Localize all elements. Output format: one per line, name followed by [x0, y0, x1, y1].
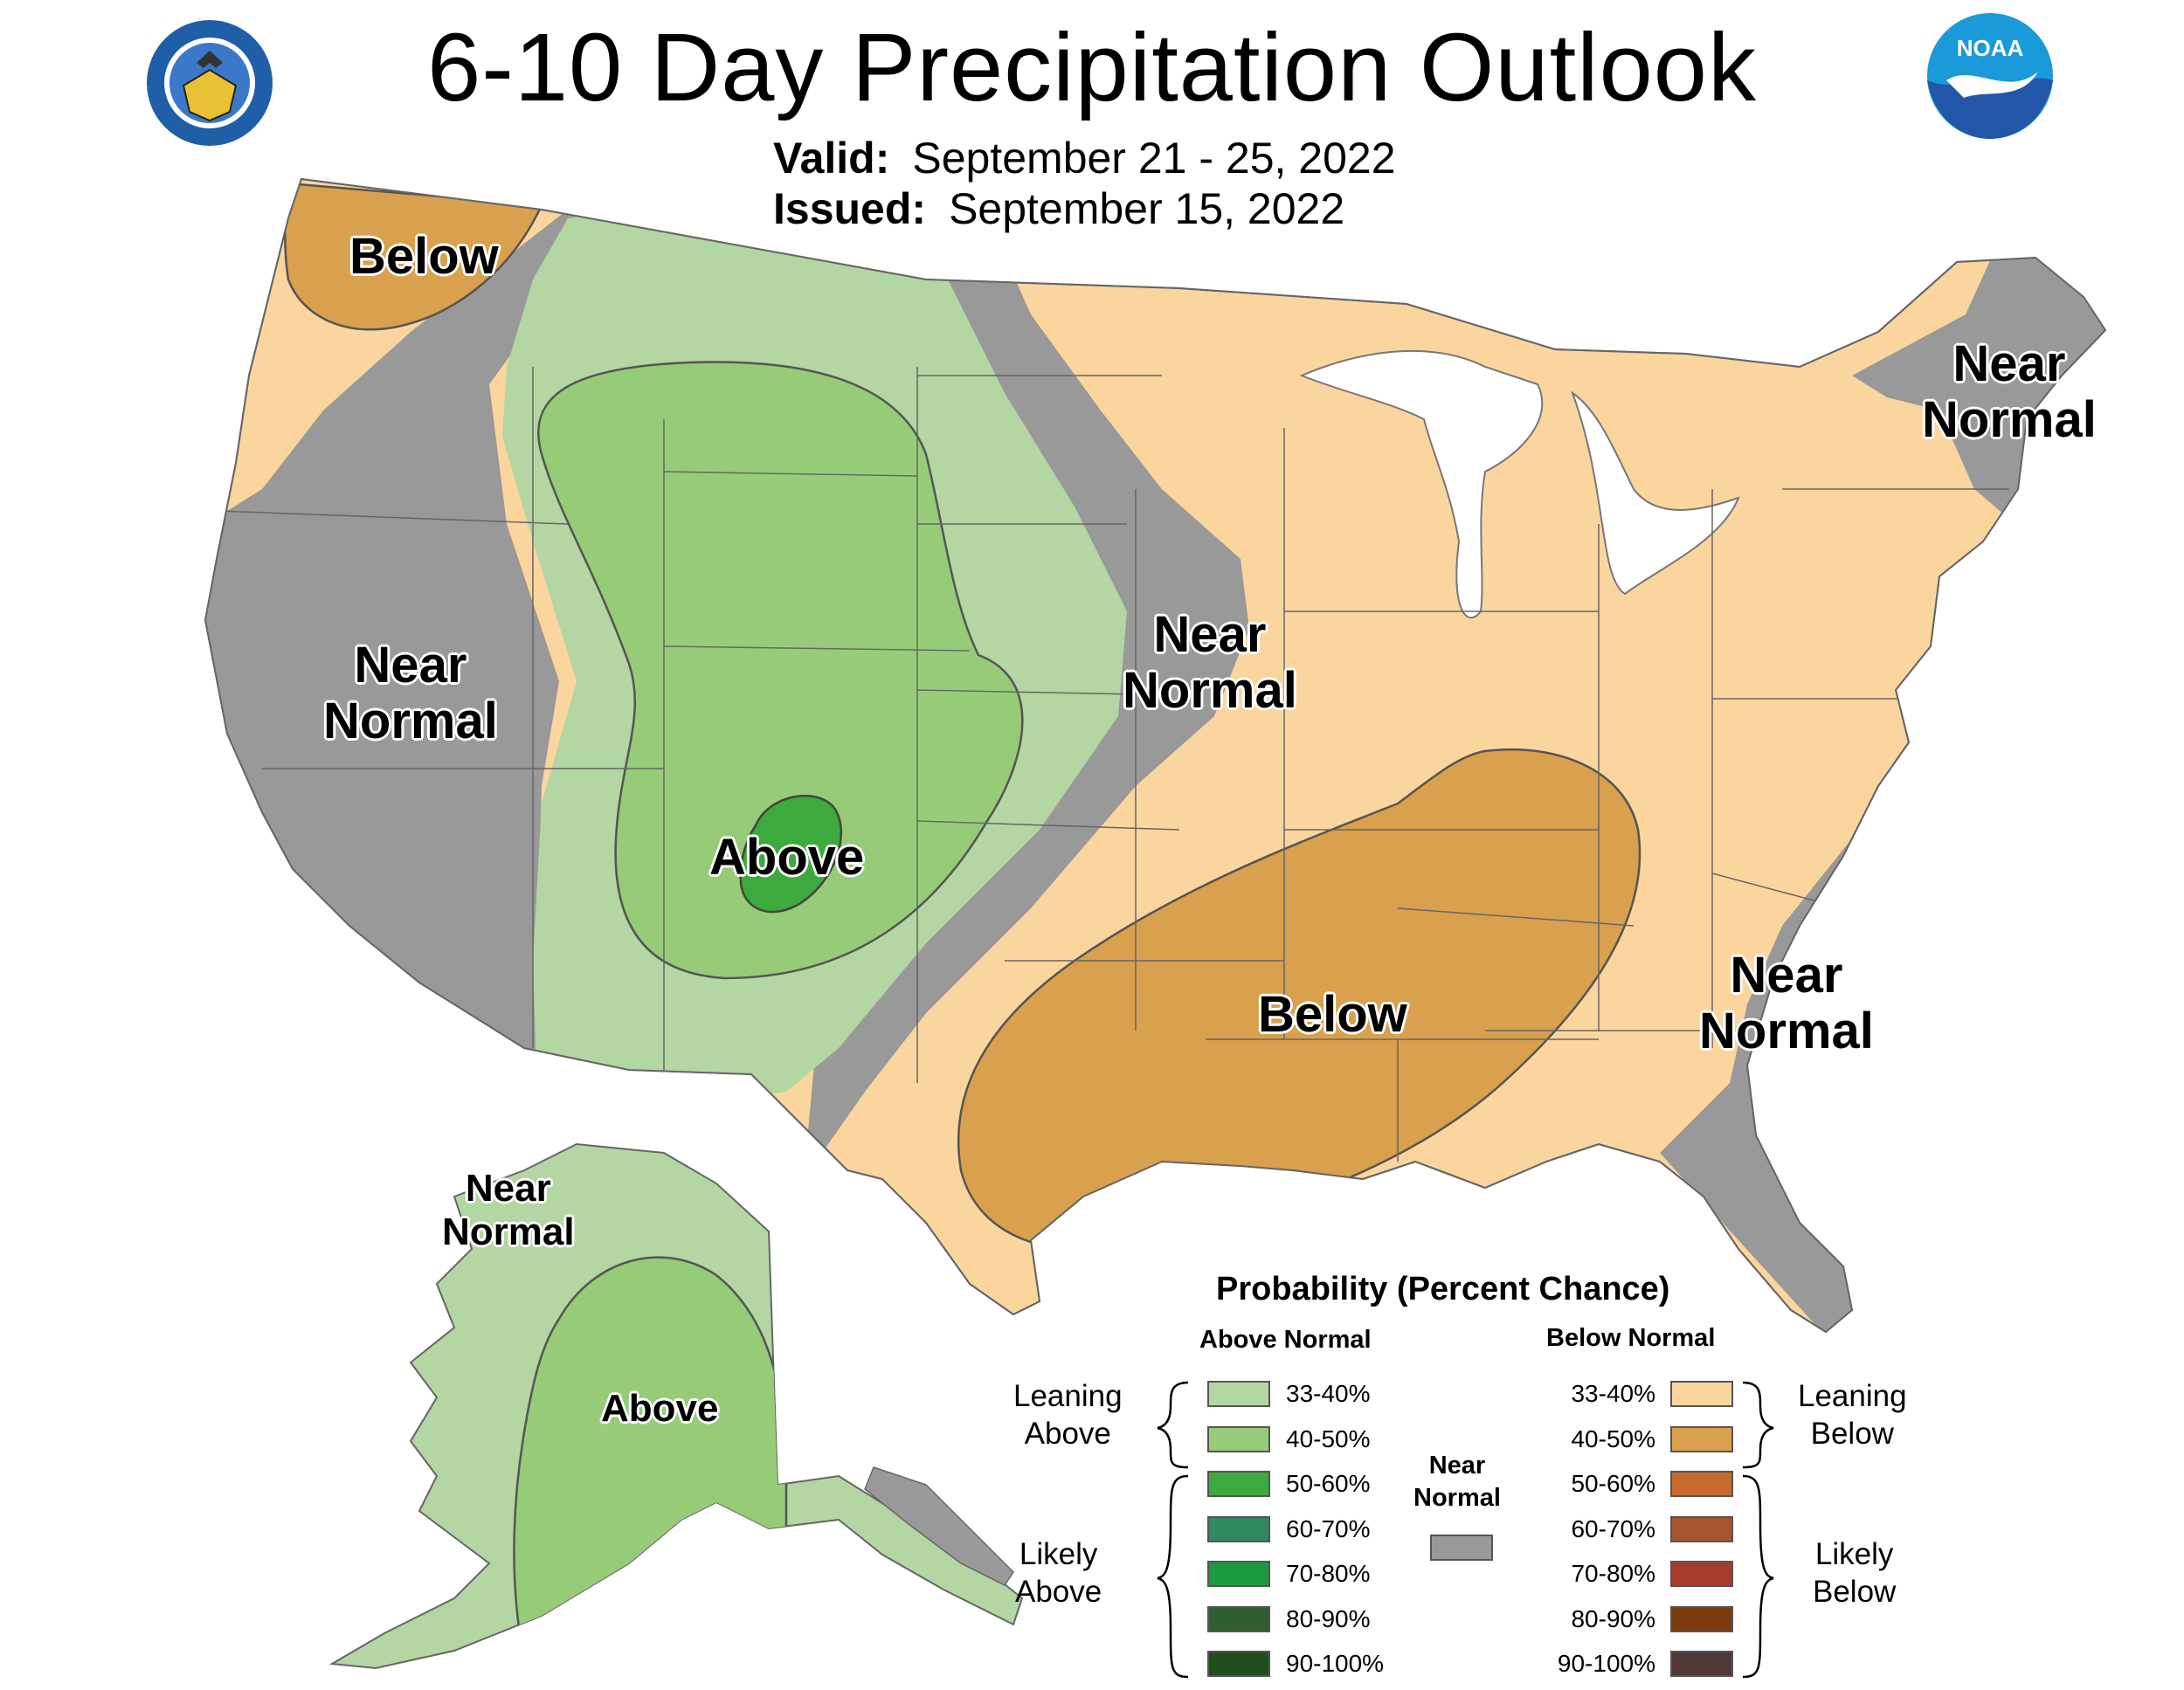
legend-above-swatch: [1207, 1471, 1270, 1497]
alaska-map: [328, 1142, 1024, 1670]
above-40-50-rockies: [536, 361, 1024, 980]
legend-below-swatch: [1670, 1381, 1733, 1407]
label-west-near-normal: Near Normal: [323, 637, 498, 749]
legend-below-label: 60-70%: [1571, 1514, 1655, 1542]
legend-title: Probability (Percent Chance): [1216, 1271, 1670, 1307]
legend-above-label: 33-40%: [1286, 1380, 1371, 1407]
valid-line: Valid: September 21 - 25, 2022: [773, 133, 1396, 183]
legend-below-swatch: [1670, 1605, 1733, 1632]
legend-below-label: 80-90%: [1571, 1604, 1655, 1632]
label-northeast-near-normal: Near Normal: [1922, 335, 2097, 448]
legend-below-label: 50-60%: [1571, 1470, 1655, 1497]
label-alaska-above: Above: [601, 1387, 719, 1430]
legend-below-label: 90-100%: [1557, 1650, 1655, 1677]
legend-below-swatch: [1670, 1561, 1733, 1587]
below-40-50-pacific-nw: [284, 182, 543, 331]
legend-below-header: Below Normal: [1546, 1324, 1716, 1352]
issued-label: Issued:: [773, 184, 927, 233]
legend-above-label: 70-80%: [1286, 1560, 1371, 1587]
alaska-islands: [864, 1466, 1014, 1586]
legend-above-swatch: [1207, 1561, 1270, 1587]
above-50-60-center: [739, 795, 843, 914]
legend-above-label: 90-100%: [1286, 1650, 1385, 1677]
legend-brace-above: [1157, 1381, 1189, 1679]
label-southeast-near-normal: Near Normal: [1699, 947, 1874, 1059]
legend-below-swatch: [1670, 1515, 1733, 1542]
legend-above-swatch: [1207, 1381, 1270, 1407]
issued-line: Issued: September 15, 2022: [773, 183, 1344, 234]
legend-brace-below: [1742, 1381, 1774, 1679]
issued-date: September 15, 2022: [949, 184, 1345, 233]
valid-label: Valid:: [773, 134, 890, 183]
page-title: 6-10 Day Precipitation Outlook: [427, 14, 1757, 121]
legend-below-label: 40-50%: [1571, 1424, 1655, 1452]
label-alaska-near-normal: Near Normal: [442, 1167, 575, 1253]
legend-near-normal-label: Near Normal: [1413, 1452, 1501, 1512]
legend-above-label: 60-70%: [1286, 1514, 1371, 1542]
legend-above-swatch: [1207, 1605, 1270, 1632]
conus-map: [204, 177, 2107, 1334]
legend-below-label: 33-40%: [1571, 1380, 1655, 1407]
commerce-seal-icon: [147, 20, 273, 146]
legend-near-normal-swatch: [1430, 1535, 1493, 1561]
valid-dates: September 21 - 25, 2022: [912, 134, 1396, 183]
label-rockies-above: Above: [709, 829, 865, 886]
great-lakes: [1299, 349, 1740, 619]
legend-above-swatch: [1207, 1425, 1270, 1452]
noaa-logo-icon: NOAA: [1927, 13, 2053, 139]
legend-leaning-above: Leaning Above: [1013, 1379, 1123, 1451]
noaa-logo-text: NOAA: [1957, 35, 2024, 61]
label-south-below: Below: [1258, 986, 1407, 1043]
label-pacific-nw: Below: [349, 228, 499, 285]
legend-leaning-below: Leaning Below: [1798, 1379, 1907, 1451]
legend-above-label: 80-90%: [1286, 1604, 1371, 1632]
conus-outline: [204, 177, 2107, 1334]
legend-below-swatch: [1670, 1651, 1733, 1677]
legend-above-swatch: [1207, 1651, 1270, 1677]
legend-above-swatch: [1207, 1515, 1270, 1542]
legend-above-header: Above Normal: [1199, 1326, 1372, 1354]
legend-below-swatch: [1670, 1471, 1733, 1497]
legend-above-label: 40-50%: [1286, 1424, 1371, 1452]
legend-below-swatch: [1670, 1425, 1733, 1452]
near-normal-west: [205, 210, 629, 1074]
legend-above-label: 50-60%: [1286, 1470, 1371, 1497]
label-plains-near-normal: Near Normal: [1123, 606, 1297, 719]
legend-likely-above: Likely Above: [1015, 1537, 1102, 1609]
legend-likely-below: Likely Below: [1813, 1537, 1897, 1609]
legend-below-label: 70-80%: [1571, 1560, 1655, 1587]
state-borders: [218, 367, 2009, 1162]
